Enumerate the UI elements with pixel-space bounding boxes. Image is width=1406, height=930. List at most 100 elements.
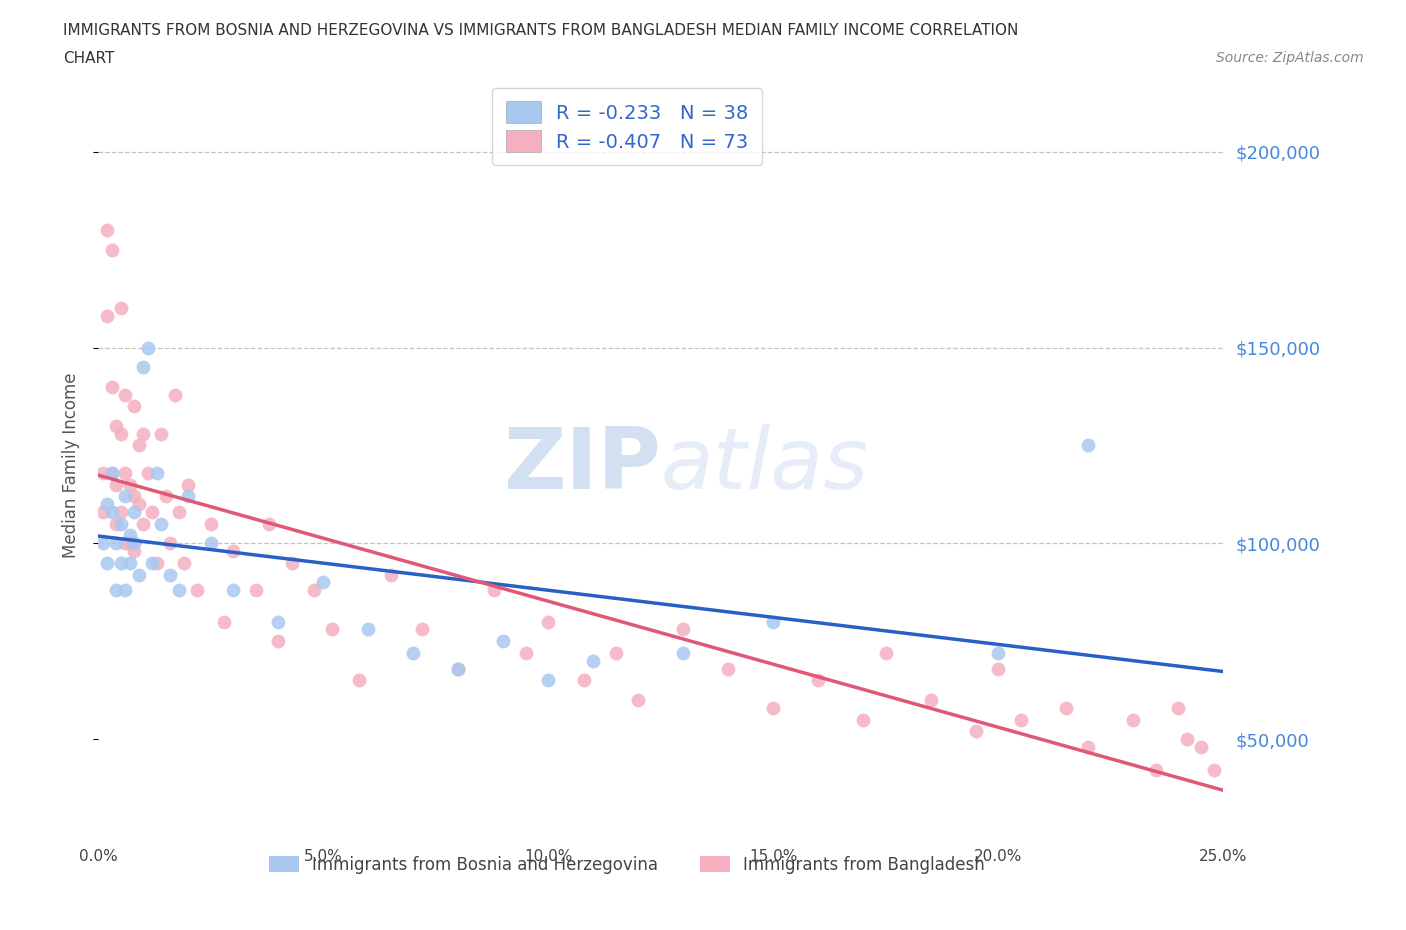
- Text: CHART: CHART: [63, 51, 115, 66]
- Point: [245, 583, 267, 598]
- Text: Source: ZipAtlas.com: Source: ZipAtlas.com: [1216, 51, 1364, 65]
- Point: [132, 360, 155, 375]
- Point: [214, 614, 236, 629]
- Point: [124, 505, 146, 520]
- Point: [101, 379, 124, 394]
- Point: [128, 497, 150, 512]
- Point: [96, 309, 118, 324]
- Point: [101, 505, 124, 520]
- Point: [267, 614, 290, 629]
- Point: [1077, 438, 1099, 453]
- Point: [105, 418, 128, 433]
- Point: [1144, 763, 1167, 777]
- Y-axis label: Median Family Income: Median Family Income: [62, 372, 80, 558]
- Point: [101, 465, 124, 480]
- Point: [1054, 700, 1077, 715]
- Point: [105, 583, 128, 598]
- Point: [101, 242, 124, 257]
- Point: [163, 387, 186, 402]
- Point: [96, 497, 118, 512]
- Point: [124, 544, 146, 559]
- Point: [110, 505, 132, 520]
- Point: [672, 622, 695, 637]
- Point: [128, 567, 150, 582]
- Point: [169, 505, 191, 520]
- Point: [222, 583, 245, 598]
- Text: atlas: atlas: [661, 423, 869, 507]
- Point: [91, 465, 114, 480]
- Point: [124, 489, 146, 504]
- Point: [447, 661, 470, 676]
- Point: [132, 516, 155, 531]
- Point: [128, 438, 150, 453]
- Point: [380, 567, 402, 582]
- Point: [402, 645, 425, 660]
- Point: [537, 673, 560, 688]
- Point: [105, 536, 128, 551]
- Point: [141, 555, 163, 570]
- Point: [110, 301, 132, 316]
- Point: [114, 465, 136, 480]
- Point: [484, 583, 506, 598]
- Point: [110, 516, 132, 531]
- Point: [150, 426, 173, 441]
- Point: [762, 614, 785, 629]
- Point: [146, 465, 169, 480]
- Point: [281, 555, 304, 570]
- Point: [515, 645, 537, 660]
- Point: [96, 222, 118, 237]
- Point: [114, 536, 136, 551]
- Point: [110, 426, 132, 441]
- Point: [304, 583, 326, 598]
- Point: [141, 505, 163, 520]
- Point: [1077, 739, 1099, 754]
- Point: [762, 700, 785, 715]
- Point: [200, 536, 222, 551]
- Point: [447, 661, 470, 676]
- Point: [177, 489, 200, 504]
- Point: [110, 555, 132, 570]
- Point: [114, 387, 136, 402]
- Point: [114, 583, 136, 598]
- Point: [150, 516, 173, 531]
- Point: [1175, 732, 1198, 747]
- Point: [349, 673, 371, 688]
- Point: [312, 575, 335, 590]
- Point: [875, 645, 897, 660]
- Point: [155, 489, 177, 504]
- Point: [717, 661, 740, 676]
- Point: [627, 693, 650, 708]
- Point: [582, 654, 605, 669]
- Point: [132, 426, 155, 441]
- Point: [169, 583, 191, 598]
- Point: [96, 555, 118, 570]
- Point: [200, 516, 222, 531]
- Point: [411, 622, 433, 637]
- Point: [1204, 763, 1226, 777]
- Point: [159, 567, 181, 582]
- Point: [965, 724, 987, 738]
- Point: [1167, 700, 1189, 715]
- Point: [605, 645, 627, 660]
- Point: [124, 536, 146, 551]
- Legend: Immigrants from Bosnia and Herzegovina, Immigrants from Bangladesh: Immigrants from Bosnia and Herzegovina, …: [263, 849, 991, 881]
- Point: [118, 536, 141, 551]
- Point: [1010, 712, 1032, 727]
- Point: [987, 661, 1010, 676]
- Point: [920, 693, 942, 708]
- Point: [101, 465, 124, 480]
- Point: [105, 477, 128, 492]
- Point: [259, 516, 281, 531]
- Point: [321, 622, 343, 637]
- Point: [1122, 712, 1144, 727]
- Point: [807, 673, 830, 688]
- Point: [574, 673, 596, 688]
- Point: [118, 477, 141, 492]
- Point: [118, 555, 141, 570]
- Point: [118, 528, 141, 543]
- Point: [852, 712, 875, 727]
- Point: [267, 633, 290, 648]
- Point: [159, 536, 181, 551]
- Point: [136, 465, 159, 480]
- Point: [173, 555, 195, 570]
